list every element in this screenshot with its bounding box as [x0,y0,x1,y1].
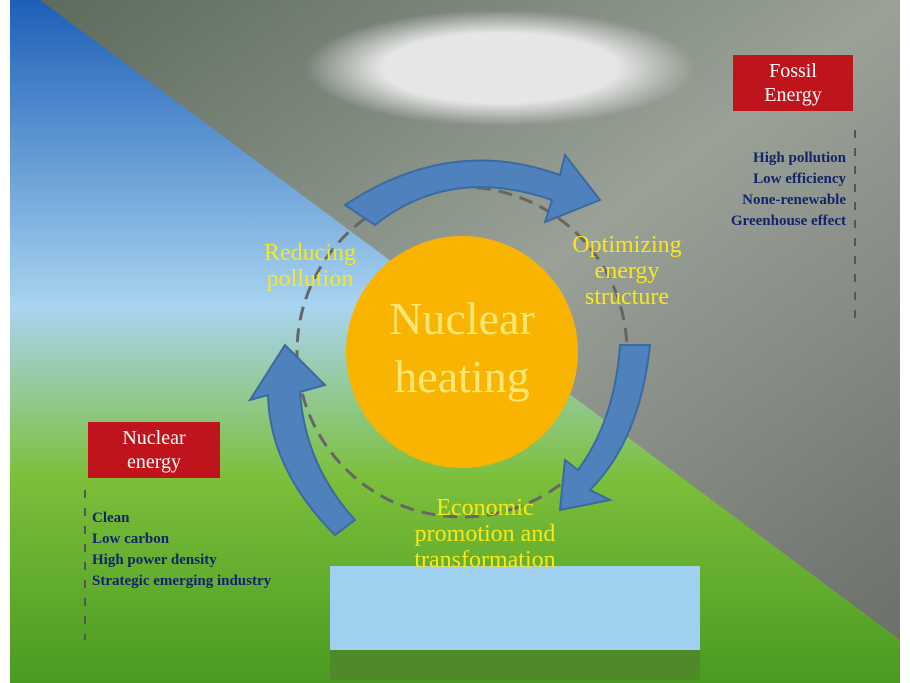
diagram: Fossil Energy High pollution Low efficie… [0,0,910,683]
cycle-label: Economic promotion and transformation [385,495,585,573]
center-label: Nuclear heating [362,290,562,406]
list-item: None-renewable [660,190,846,211]
fossil-list: High pollution Low efficiency None-renew… [660,148,846,232]
cycle-label: Reducing pollution [245,240,375,292]
list-item: Low efficiency [660,169,846,190]
list-item: Greenhouse effect [660,211,846,232]
list-item: Strategic emerging industry [92,571,342,592]
list-item: High power density [92,550,342,571]
cycle-label: Optimizing energy structure [552,232,702,310]
fossil-label: Fossil Energy [733,55,853,111]
top-photo [305,10,695,126]
list-item: Clean [92,508,342,529]
list-item: High pollution [660,148,846,169]
bottom-grass [330,650,700,680]
list-item: Low carbon [92,529,342,550]
nuclear-list: Clean Low carbon High power density Stra… [92,508,342,592]
nuclear-label: Nuclear energy [88,422,220,478]
